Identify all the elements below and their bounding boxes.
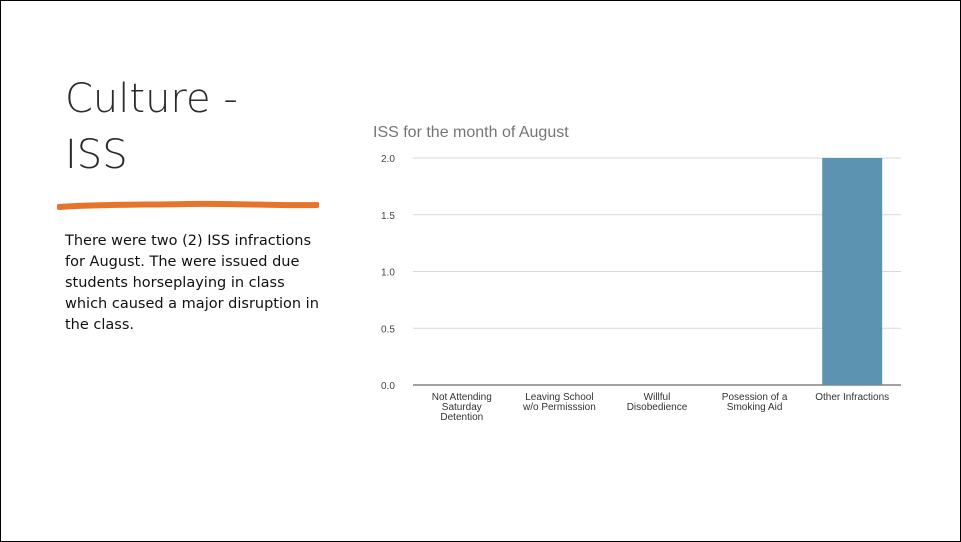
x-tick-label-line: Detention [440,412,483,423]
x-tick-label: Other Infractions [815,392,889,403]
slide-title-line-1: Culture - [65,76,238,122]
y-tick-label: 1.0 [381,268,395,279]
y-tick-label: 0.5 [381,324,395,335]
x-tick-label-line: Saturday [442,402,482,413]
x-tick-label: Willful Disobedience [627,392,688,413]
x-tick-label: Posession of a Smoking Aid [722,392,788,413]
x-tick-label: Leaving School w/o Permisssion [522,392,596,413]
x-tick-label-line: Leaving School [525,392,593,403]
y-tick-label: 1.5 [381,211,395,222]
x-tick-label-line: Not Attending [432,392,492,403]
x-tick-label-line: Willful [644,392,671,403]
slide-body-text: There were two (2) ISS infractions for A… [65,233,319,333]
bar-chart: ISS for the month of August 0.0 0.5 1.0 1.5 2… [373,124,901,423]
x-tick-label: Not Attending Saturday Detention [432,392,492,423]
x-tick-label-line: Disobedience [627,402,688,413]
slide-title-line-2: ISS [65,132,128,178]
y-tick-label: 0.0 [381,381,395,392]
title-underline-stroke [57,200,319,210]
bar [822,158,883,385]
x-tick-label-line: Other Infractions [815,392,889,403]
slide-title: Culture - ISS [65,71,325,183]
x-tick-label-line: w/o Permisssion [522,402,596,413]
chart-title: ISS for the month of August [373,124,569,141]
x-tick-label-line: Smoking Aid [727,402,783,413]
y-tick-label: 2.0 [381,154,395,165]
x-tick-label-line: Posession of a [722,392,788,403]
